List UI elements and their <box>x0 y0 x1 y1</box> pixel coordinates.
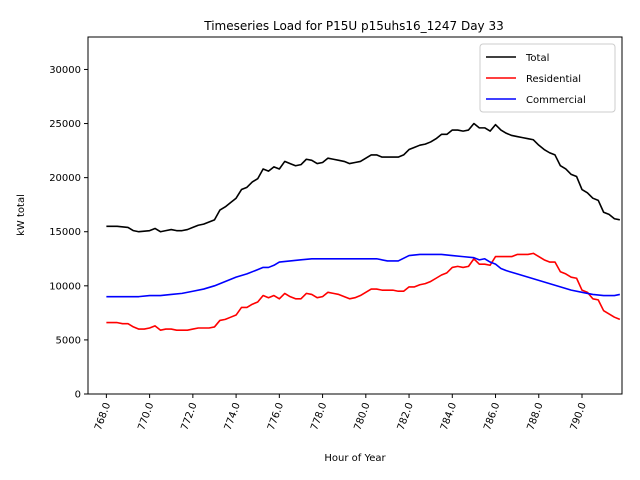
series-line-commercial <box>106 253 620 298</box>
series-layer <box>106 122 621 331</box>
y-axis: 0 5000 10000 15000 20000 25000 30000 <box>49 65 88 401</box>
y-tick-label: 30000 <box>49 65 81 76</box>
y-tick-label: 10000 <box>49 281 81 292</box>
legend-label-residential: Residential <box>526 74 581 85</box>
y-tick-label: 0 <box>75 390 81 401</box>
chart-title: Timeseries Load for P15U p15uhs16_1247 D… <box>203 19 504 33</box>
y-tick-label: 20000 <box>49 173 81 184</box>
legend-label-total: Total <box>525 53 549 64</box>
legend-frame <box>479 43 616 113</box>
legend-items: Total Residential Commercial <box>486 53 586 106</box>
y-tick-label: 15000 <box>49 227 81 238</box>
y-tick-label: 5000 <box>56 335 81 346</box>
legend: Total Residential Commercial <box>479 43 616 113</box>
y-tick-label: 25000 <box>49 119 81 130</box>
x-axis-label: Hour of Year <box>324 453 386 464</box>
series-line-total <box>106 122 620 233</box>
axes-frame <box>87 36 623 395</box>
legend-label-commercial: Commercial <box>526 95 586 106</box>
series-line-residential <box>106 252 621 331</box>
y-axis-label: kW total <box>16 194 27 236</box>
